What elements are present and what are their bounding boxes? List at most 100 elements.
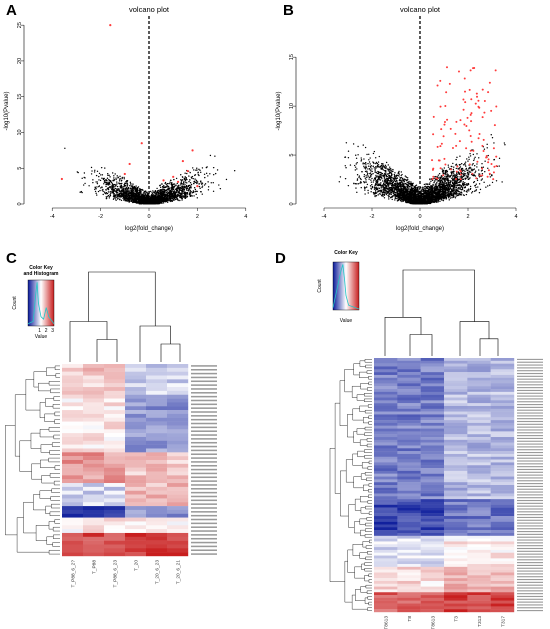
data-point-black (376, 175, 379, 177)
data-point-black (128, 194, 130, 196)
data-point-black (205, 172, 208, 175)
data-point-black (449, 197, 452, 199)
data-point-black (360, 160, 362, 162)
data-point-black (121, 177, 123, 180)
data-point-black (206, 166, 208, 168)
data-point-black (179, 199, 181, 202)
data-point-black (171, 200, 174, 203)
data-point-black (212, 182, 214, 184)
data-point-black (374, 195, 376, 198)
data-point-black (159, 189, 162, 191)
data-point-black (114, 183, 116, 186)
data-point-black (374, 166, 377, 168)
data-point-black (129, 196, 131, 199)
data-point-black (114, 194, 116, 197)
data-point-black (193, 195, 195, 197)
data-point-black (140, 201, 143, 203)
data-point-black (128, 192, 130, 195)
data-point-black (200, 180, 202, 182)
data-point-black (451, 192, 453, 195)
data-point-black (388, 177, 391, 179)
data-point-black (146, 193, 148, 195)
data-point-black (344, 165, 347, 167)
data-point-black (483, 148, 486, 150)
x-tick-label: 2 (196, 214, 199, 220)
data-point-black (225, 178, 228, 181)
data-point-black (177, 199, 179, 202)
data-point-black (480, 179, 483, 181)
data-point-black (389, 193, 391, 195)
data-point-black (128, 201, 130, 203)
data-point-black (383, 197, 386, 199)
data-point-black (198, 185, 201, 188)
data-point-black (171, 182, 173, 185)
data-point-black (188, 175, 190, 177)
data-point-black (144, 200, 146, 202)
data-point-black (455, 167, 458, 170)
data-point-black (381, 175, 383, 177)
data-point-black (185, 181, 187, 183)
data-point-black (107, 191, 110, 193)
data-point-black (130, 195, 133, 198)
data-point-black (182, 176, 184, 178)
data-point-black (163, 200, 165, 203)
data-point-black (214, 172, 217, 175)
data-point-black (372, 161, 375, 164)
x-tick-label: -4 (50, 214, 55, 220)
data-point-black (503, 142, 506, 144)
data-point-black (473, 158, 476, 160)
data-point-red (162, 179, 165, 182)
data-point-black (382, 195, 384, 197)
data-point-black (119, 177, 121, 180)
data-point-black (203, 184, 206, 186)
data-point-black (196, 182, 198, 185)
data-point-black (127, 197, 129, 199)
data-point-black (83, 172, 86, 174)
data-point-black (117, 188, 120, 190)
data-point-black (188, 192, 191, 195)
data-point-black (464, 173, 467, 175)
data-point-black (209, 173, 211, 175)
data-point-black (444, 182, 446, 184)
data-point-black (466, 158, 468, 160)
data-point-black (113, 186, 115, 188)
data-point-black (141, 195, 144, 197)
data-point-black (463, 194, 465, 197)
y-tick-label: 20 (17, 58, 23, 64)
data-point-black (481, 163, 483, 165)
data-point-black (473, 159, 475, 162)
data-point-black (149, 198, 152, 201)
data-point-black (370, 187, 372, 190)
data-point-black (115, 192, 118, 194)
data-point-black (144, 196, 147, 198)
data-point-black (390, 196, 392, 199)
data-point-black (142, 192, 145, 194)
data-point-black (136, 190, 139, 192)
data-point-black (161, 189, 163, 192)
data-point-black (117, 197, 119, 199)
data-point-black (487, 185, 489, 187)
data-point-black (191, 195, 193, 197)
data-point-black (389, 175, 392, 178)
data-point-black (113, 179, 115, 181)
data-point-black (135, 199, 138, 202)
data-point-black (459, 187, 461, 189)
data-point-black (469, 152, 471, 155)
data-point-black (124, 187, 127, 190)
data-point-black (178, 192, 180, 194)
data-point-black (132, 183, 134, 185)
data-point-black (383, 174, 386, 177)
data-point-black (458, 188, 460, 190)
data-point-black (396, 181, 398, 183)
data-point-black (378, 193, 381, 195)
data-point-black (489, 184, 491, 186)
data-point-black (124, 196, 126, 198)
data-point-black (117, 189, 119, 191)
data-point-black (188, 193, 191, 196)
data-point-black (80, 190, 83, 193)
data-point-black (401, 185, 404, 188)
data-point-black (192, 167, 194, 169)
data-point-black (123, 176, 125, 179)
data-point-black (122, 195, 124, 198)
data-point-black (135, 198, 138, 201)
